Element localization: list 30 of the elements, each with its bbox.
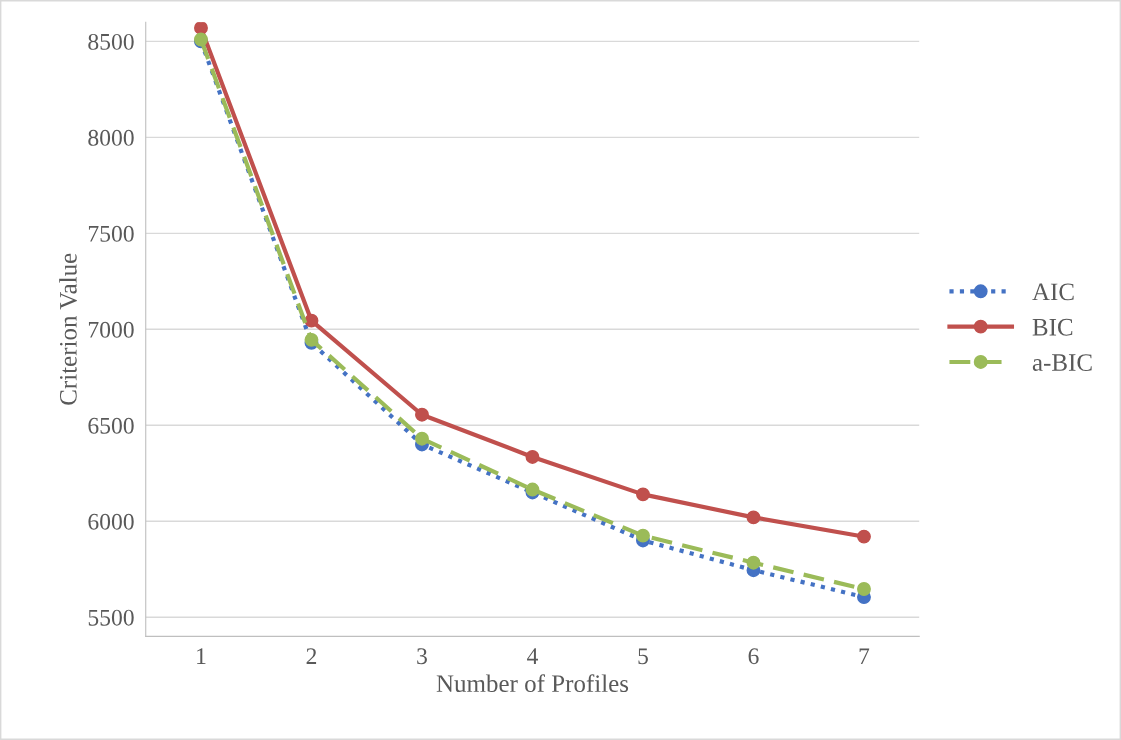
y-tick-label: 6000: [88, 513, 134, 530]
point: [304, 313, 319, 328]
point: [857, 529, 871, 544]
x-tick-label: 1: [197, 648, 206, 664]
y-tick-label: 8000: [88, 129, 134, 146]
legend-label: BIC: [1032, 318, 1073, 336]
legend-label: AIC: [1032, 283, 1074, 301]
point: [636, 528, 650, 543]
y-tick-label: 6500: [88, 417, 134, 434]
point: [746, 555, 761, 570]
y-tick-label: 5500: [88, 609, 134, 626]
point: [636, 487, 650, 502]
point: [415, 431, 429, 446]
x-tick-label: 4: [527, 648, 539, 664]
x-axis-title: Number of Profiles: [436, 674, 629, 693]
x-tick-label: 2: [306, 648, 317, 664]
x-tick-label: 7: [859, 648, 870, 664]
y-tick-label: 8500: [88, 33, 134, 50]
legend-label: a-BIC: [1032, 354, 1092, 371]
y-axis-title: Criterion Value: [59, 253, 77, 405]
y-tick-label: 7500: [88, 225, 134, 242]
point: [857, 582, 871, 596]
point: [525, 449, 540, 464]
point: [746, 510, 761, 525]
x-tick-label: 5: [638, 648, 648, 665]
x-tick-label: 3: [417, 648, 427, 665]
point: [415, 407, 429, 422]
x-tick-label: 6: [748, 648, 759, 665]
y-tick-label: 7000: [88, 321, 134, 338]
point: [194, 22, 208, 35]
